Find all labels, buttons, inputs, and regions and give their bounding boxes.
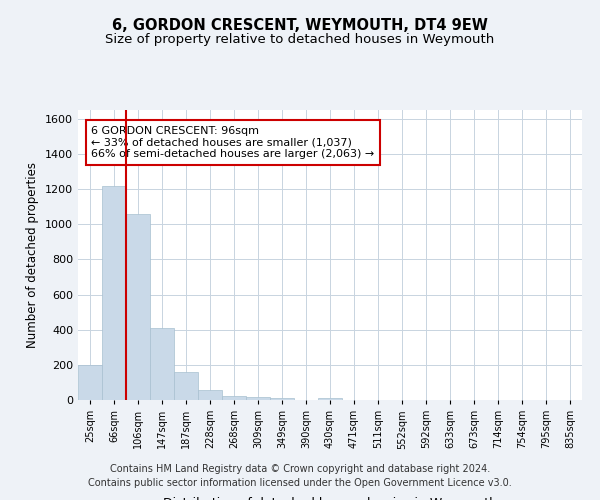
- Bar: [174, 372, 198, 400]
- Text: 6, GORDON CRESCENT, WEYMOUTH, DT4 9EW: 6, GORDON CRESCENT, WEYMOUTH, DT4 9EW: [112, 18, 488, 32]
- Bar: [270, 398, 294, 400]
- Bar: [198, 390, 222, 400]
- Bar: [246, 398, 270, 400]
- Bar: [126, 214, 150, 400]
- X-axis label: Distribution of detached houses by size in Weymouth: Distribution of detached houses by size …: [163, 497, 497, 500]
- Text: Contains HM Land Registry data © Crown copyright and database right 2024.
Contai: Contains HM Land Registry data © Crown c…: [88, 464, 512, 487]
- Bar: [102, 186, 126, 400]
- Text: Size of property relative to detached houses in Weymouth: Size of property relative to detached ho…: [106, 32, 494, 46]
- Bar: [222, 396, 246, 400]
- Bar: [150, 328, 174, 400]
- Y-axis label: Number of detached properties: Number of detached properties: [26, 162, 40, 348]
- Text: 6 GORDON CRESCENT: 96sqm
← 33% of detached houses are smaller (1,037)
66% of sem: 6 GORDON CRESCENT: 96sqm ← 33% of detach…: [91, 126, 374, 159]
- Bar: [318, 398, 342, 400]
- Bar: [78, 365, 102, 400]
